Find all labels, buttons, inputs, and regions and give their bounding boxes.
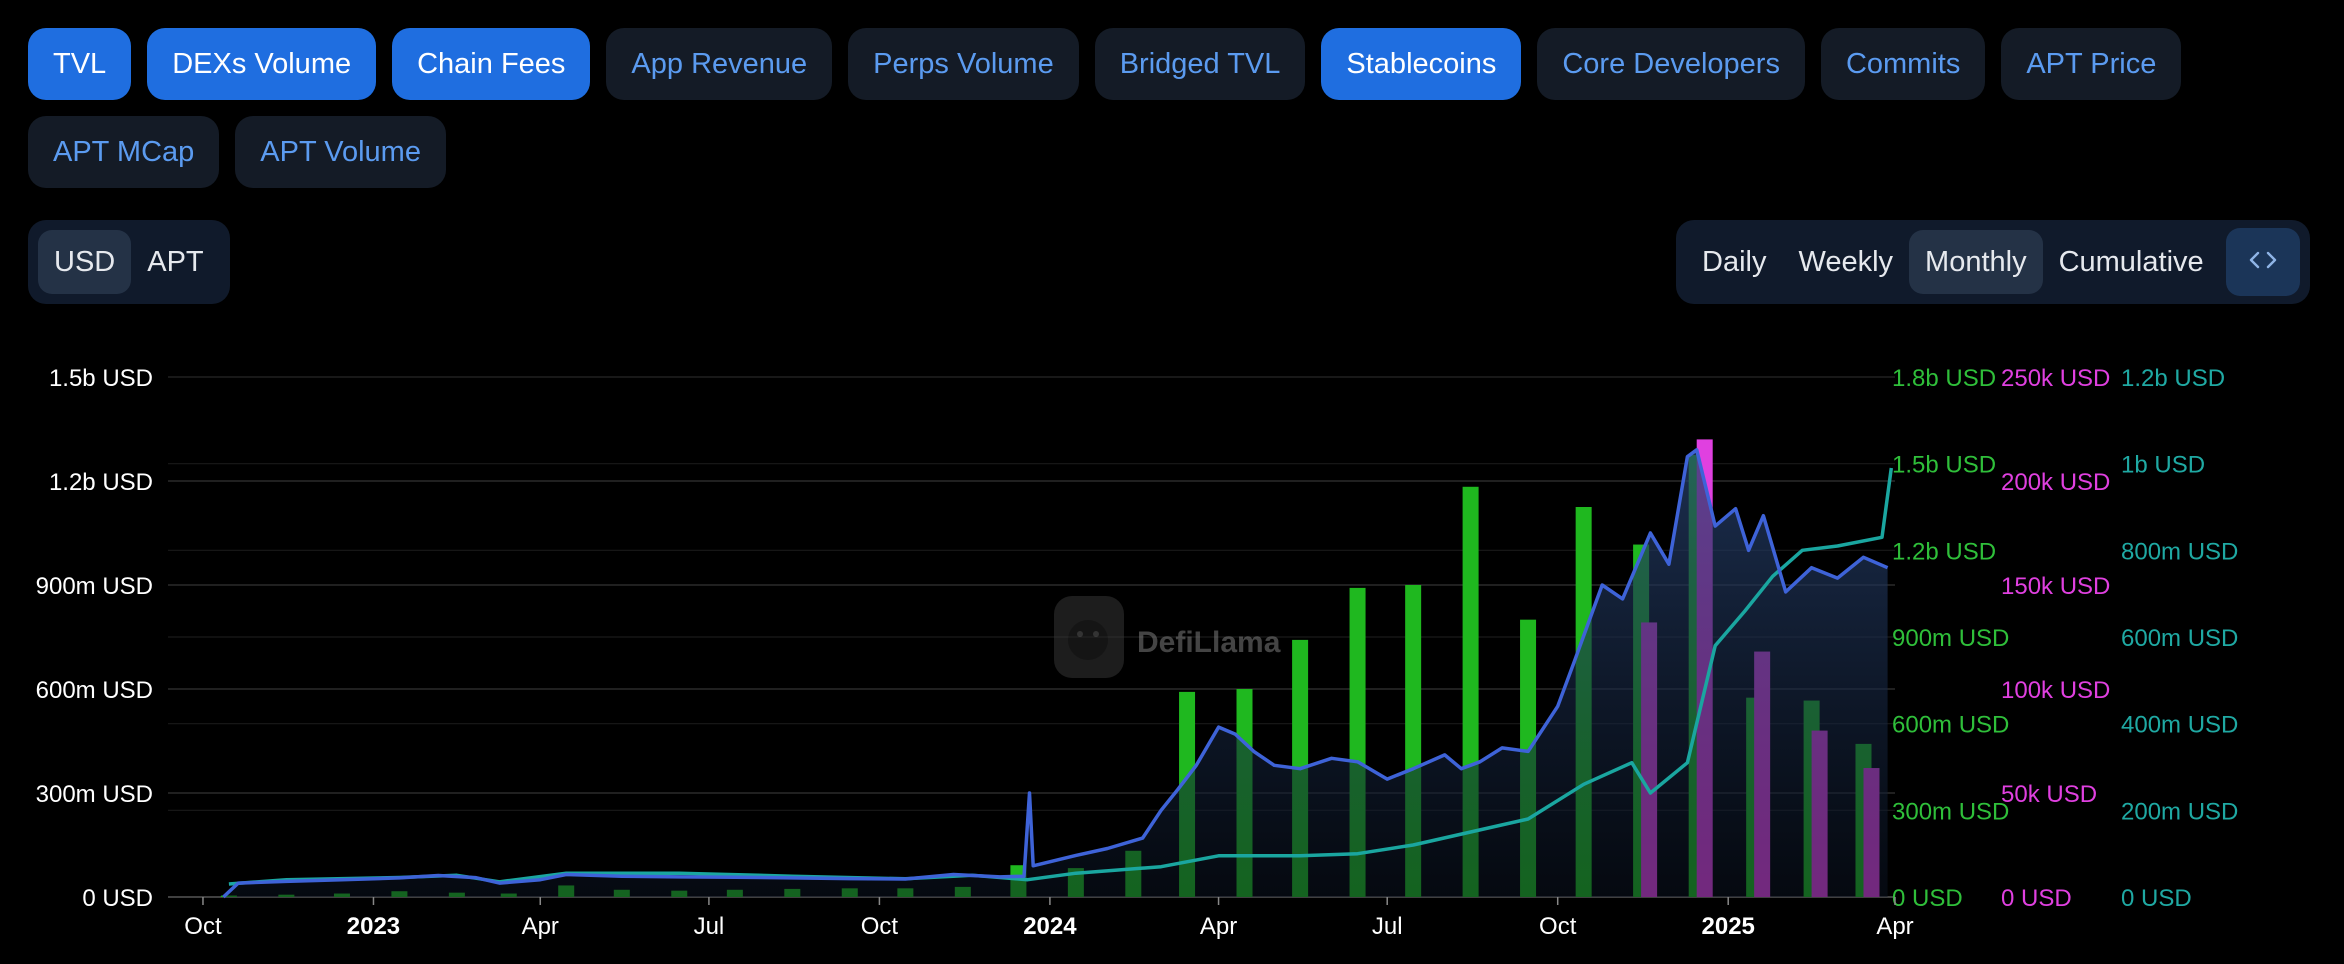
metric-tabs: TVL DEXs Volume Chain Fees App Revenue P… — [28, 28, 2308, 188]
tab-apt-mcap[interactable]: APT MCap — [28, 116, 220, 188]
period-toggle: Daily Weekly Monthly Cumulative — [1676, 220, 2310, 304]
period-weekly-button[interactable]: Weekly — [1782, 230, 1909, 294]
x-tick-label: Jul — [1372, 913, 1403, 940]
y-tick-label-tvl: 1.2b USD — [49, 469, 153, 496]
period-daily-button[interactable]: Daily — [1686, 230, 1782, 294]
x-tick-label: Apr — [1200, 913, 1237, 940]
x-tick-label: 2025 — [1702, 913, 1755, 940]
tab-apt-volume[interactable]: APT Volume — [235, 116, 446, 188]
tab-tvl[interactable]: TVL — [28, 28, 132, 100]
tab-label: Core Developers — [1562, 47, 1780, 80]
y-tick-label-fees: 50k USD — [2001, 781, 2097, 808]
tab-label: Bridged TVL — [1119, 47, 1281, 80]
axis-labels: 0 USD 300m USD 600m USD 900m USD 1.2b USD 1.5… — [36, 365, 2239, 940]
y-tick-label-dex: 1.5b USD — [1892, 452, 1996, 479]
y-tick-label-dex: 900m USD — [1892, 625, 2009, 652]
y-tick-label-tvl: 0 USD — [82, 885, 153, 912]
period-monthly-button[interactable]: Monthly — [1909, 230, 2043, 294]
tab-label: APT MCap — [53, 135, 195, 168]
y-tick-label-fees: 250k USD — [2001, 365, 2110, 392]
chart-lines — [222, 448, 1894, 899]
y-tick-label-stable: 600m USD — [2121, 625, 2238, 652]
y-tick-label-stable: 1b USD — [2121, 452, 2205, 479]
tab-stablecoins[interactable]: Stablecoins — [1321, 28, 1522, 100]
tab-label: Stablecoins — [1346, 47, 1497, 80]
tab-dexs-volume[interactable]: DEXs Volume — [147, 28, 377, 100]
y-tick-label-fees: 150k USD — [2001, 573, 2110, 600]
y-tick-label-dex: 1.2b USD — [1892, 538, 1996, 565]
tab-label: APT Volume — [260, 135, 421, 168]
currency-usd-button[interactable]: USD — [38, 230, 132, 294]
x-tick-label: Oct — [1539, 913, 1577, 940]
tab-label: DEXs Volume — [172, 47, 352, 80]
x-tick-label: Oct — [861, 913, 899, 940]
x-tick-label: Oct — [184, 913, 222, 940]
tab-core-developers[interactable]: Core Developers — [1537, 28, 1805, 100]
period-daily-label: Daily — [1702, 245, 1767, 278]
tab-bridged-tvl[interactable]: Bridged TVL — [1094, 28, 1306, 100]
period-weekly-label: Weekly — [1798, 245, 1894, 278]
tvl-area — [223, 449, 1888, 897]
tab-label: Commits — [1845, 47, 1961, 80]
period-cumulative-label: Cumulative — [2058, 245, 2204, 278]
tab-label: Chain Fees — [417, 47, 566, 80]
y-tick-label-dex: 0 USD — [1892, 885, 1963, 912]
period-monthly-label: Monthly — [1925, 245, 2027, 278]
x-tick-label: Apr — [522, 913, 559, 940]
currency-apt-button[interactable]: APT — [131, 230, 219, 294]
tab-perps-volume[interactable]: Perps Volume — [848, 28, 1079, 100]
x-tick-label: Jul — [694, 913, 725, 940]
y-tick-label-stable: 1.2b USD — [2121, 365, 2225, 392]
tvl-line — [222, 448, 1889, 899]
llama-logo-icon — [1054, 596, 1124, 678]
tab-label: APT Price — [2026, 47, 2157, 80]
code-brackets-icon — [2248, 250, 2278, 275]
tab-label: TVL — [53, 47, 107, 80]
y-tick-label-stable: 400m USD — [2121, 712, 2238, 739]
x-tick-label: 2023 — [347, 913, 400, 940]
x-tick-label: 2024 — [1023, 913, 1077, 940]
watermark: DefiLlama — [1054, 596, 1281, 678]
y-tick-label-fees: 200k USD — [2001, 469, 2110, 496]
y-tick-label-dex: 300m USD — [1892, 798, 2009, 825]
y-tick-label-stable: 0 USD — [2121, 885, 2192, 912]
stablecoins-line — [228, 467, 1894, 886]
tab-label: App Revenue — [631, 47, 808, 80]
y-tick-label-dex: 600m USD — [1892, 712, 2009, 739]
y-tick-label-tvl: 900m USD — [36, 573, 153, 600]
tab-apt-price[interactable]: APT Price — [2001, 28, 2182, 100]
watermark-text: DefiLlama — [1137, 626, 1281, 659]
tab-chain-fees[interactable]: Chain Fees — [392, 28, 591, 100]
y-tick-label-fees: 0 USD — [2001, 885, 2072, 912]
y-tick-label-stable: 200m USD — [2121, 798, 2238, 825]
currency-apt-label: APT — [147, 245, 204, 278]
x-tick-label: Apr — [1876, 913, 1913, 940]
tab-label: Perps Volume — [873, 47, 1054, 80]
y-tick-label-tvl: 300m USD — [36, 781, 153, 808]
y-tick-label-fees: 100k USD — [2001, 677, 2110, 704]
y-tick-label-stable: 800m USD — [2121, 538, 2238, 565]
y-tick-label-dex: 1.8b USD — [1892, 365, 1996, 392]
period-cumulative-button[interactable]: Cumulative — [2043, 230, 2220, 294]
tab-app-revenue[interactable]: App Revenue — [606, 28, 833, 100]
currency-toggle: USD APT — [28, 220, 230, 304]
y-tick-label-tvl: 1.5b USD — [49, 365, 153, 392]
currency-usd-label: USD — [54, 245, 116, 278]
tab-commits[interactable]: Commits — [1820, 28, 1986, 100]
embed-button[interactable] — [2225, 228, 2300, 296]
y-tick-label-tvl: 600m USD — [36, 677, 153, 704]
